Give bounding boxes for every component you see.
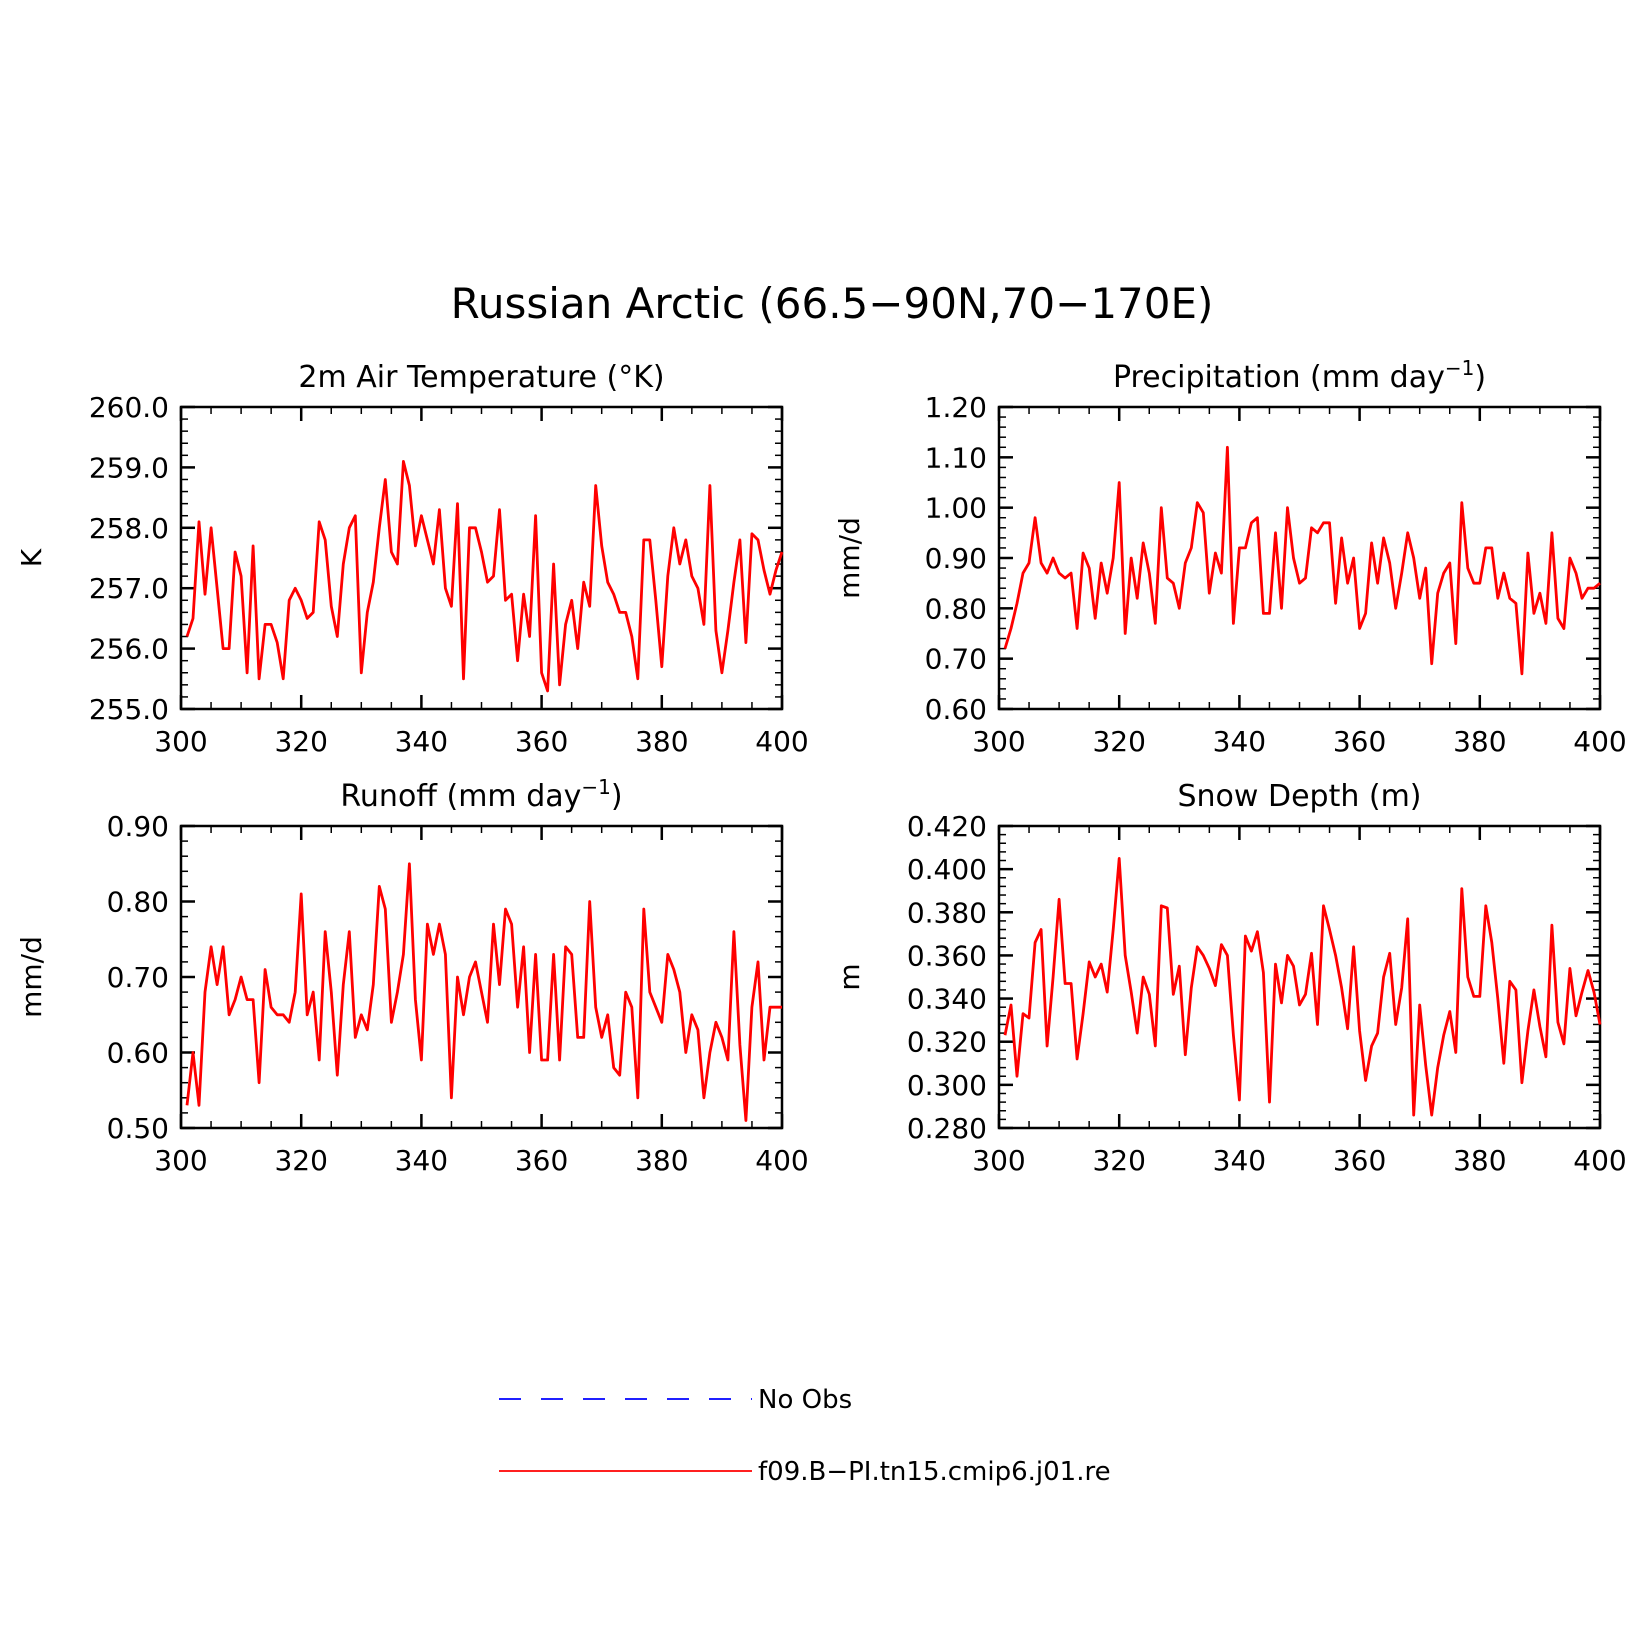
y-tick-label: 0.360 xyxy=(907,939,987,972)
y-tick-label: 0.60 xyxy=(925,693,987,726)
series-line xyxy=(1003,857,1602,1117)
panel-2: Precipitation (mm day−1) mm/d 300 320 340 360… xyxy=(833,356,1627,758)
y-axis-label: mm/d xyxy=(15,936,48,1018)
y-tick-label: 258.0 xyxy=(89,512,169,545)
y-tick-label: 0.320 xyxy=(907,1026,987,1059)
x-tick-label: 300 xyxy=(972,725,1025,758)
series-line xyxy=(1003,445,1601,676)
y-tick-label: 0.380 xyxy=(907,896,987,929)
y-axis-label: K xyxy=(15,548,48,567)
y-axis-label: mm/d xyxy=(833,517,866,599)
panel-title-text: 2m Air Temperature (°K) xyxy=(298,360,664,395)
panel-grid: 2m Air Temperature (°K) K 300 320 340 360 380 4… xyxy=(15,356,1627,1177)
plot-frame xyxy=(997,405,1602,711)
legend-label-no-obs: No Obs xyxy=(758,1385,852,1415)
y-tick-label: 0.90 xyxy=(925,542,987,575)
y-tick-label: 0.60 xyxy=(107,1037,169,1070)
x-tick-label: 400 xyxy=(755,725,808,758)
y-tick-label: 0.400 xyxy=(907,853,987,886)
y-tick-label: 0.90 xyxy=(107,810,169,843)
y-tick-label: 0.340 xyxy=(907,983,987,1016)
x-tick-label: 320 xyxy=(274,725,327,758)
y-tick-label: 1.10 xyxy=(925,441,987,474)
x-tick-label: 400 xyxy=(755,1144,808,1177)
plot-frame xyxy=(997,824,1602,1130)
y-tick-label: 256.0 xyxy=(89,633,169,666)
plot-frame xyxy=(179,824,784,1130)
series-line xyxy=(185,862,782,1122)
y-tick-label: 259.0 xyxy=(89,451,169,484)
x-tick-label: 360 xyxy=(515,1144,568,1177)
legend: No Obs f09.B−PI.tn15.cmip6.j01.re xyxy=(499,1385,1111,1487)
x-tick-label: 380 xyxy=(1453,725,1506,758)
panel-title: Snow Depth (m) xyxy=(1177,779,1421,814)
x-tick-label: 320 xyxy=(1092,725,1145,758)
panel-title: Precipitation (mm day−1) xyxy=(1113,356,1486,395)
panel-title-text: Runoff (mm day xyxy=(340,779,581,814)
x-tick-label: 380 xyxy=(1453,1144,1506,1177)
y-tick-label: 0.80 xyxy=(107,886,169,919)
y-tick-label: 0.80 xyxy=(925,592,987,625)
x-tick-label: 320 xyxy=(274,1144,327,1177)
y-tick-label: 0.420 xyxy=(907,810,987,843)
y-tick-label: 260.0 xyxy=(89,391,169,424)
x-tick-label: 300 xyxy=(972,1144,1025,1177)
plot-frame xyxy=(179,405,784,711)
panel-title-text: Snow Depth (m) xyxy=(1177,779,1421,814)
y-tick-label: 0.70 xyxy=(925,643,987,676)
figure-title: Russian Arctic (66.5−90N,70−170E) xyxy=(451,279,1214,328)
x-tick-label: 400 xyxy=(1573,1144,1626,1177)
x-tick-label: 340 xyxy=(395,1144,448,1177)
series-line xyxy=(185,459,784,693)
y-tick-label: 257.0 xyxy=(89,572,169,605)
panel-3: Runoff (mm day−1) mm/d 300 320 340 360 380 400 0… xyxy=(15,775,809,1177)
x-tick-label: 380 xyxy=(635,725,688,758)
y-tick-label: 1.00 xyxy=(925,492,987,525)
panel-title-close: ) xyxy=(611,779,623,814)
y-tick-label: 0.50 xyxy=(107,1112,169,1145)
x-tick-label: 360 xyxy=(1333,725,1386,758)
y-tick-label: 0.70 xyxy=(107,961,169,994)
x-tick-label: 340 xyxy=(1213,1144,1266,1177)
panel-1: 2m Air Temperature (°K) K 300 320 340 360 380 4… xyxy=(15,360,809,758)
y-tick-label: 255.0 xyxy=(89,693,169,726)
x-tick-label: 360 xyxy=(515,725,568,758)
x-tick-label: 360 xyxy=(1333,1144,1386,1177)
panel-title: Runoff (mm day−1) xyxy=(340,775,622,814)
x-tick-label: 380 xyxy=(635,1144,688,1177)
x-tick-label: 340 xyxy=(395,725,448,758)
y-tick-label: 0.300 xyxy=(907,1069,987,1102)
x-tick-label: 300 xyxy=(154,725,207,758)
panel-title-text: Precipitation (mm day xyxy=(1113,360,1445,395)
x-tick-label: 400 xyxy=(1573,725,1626,758)
y-tick-label: 0.280 xyxy=(907,1112,987,1145)
panel-title: 2m Air Temperature (°K) xyxy=(298,360,664,395)
x-tick-label: 320 xyxy=(1092,1144,1145,1177)
legend-label-model-run: f09.B−PI.tn15.cmip6.j01.re xyxy=(758,1457,1111,1487)
panel-title-superscript: −1 xyxy=(1445,356,1474,380)
x-tick-label: 340 xyxy=(1213,725,1266,758)
panel-title-superscript: −1 xyxy=(581,775,610,799)
y-axis-label: m xyxy=(833,963,866,990)
panel-title-close: ) xyxy=(1474,360,1486,395)
x-tick-label: 300 xyxy=(154,1144,207,1177)
y-tick-label: 1.20 xyxy=(925,391,987,424)
panel-4: Snow Depth (m) m 300 320 340 360 380 400 0.280 0.… xyxy=(833,779,1627,1177)
